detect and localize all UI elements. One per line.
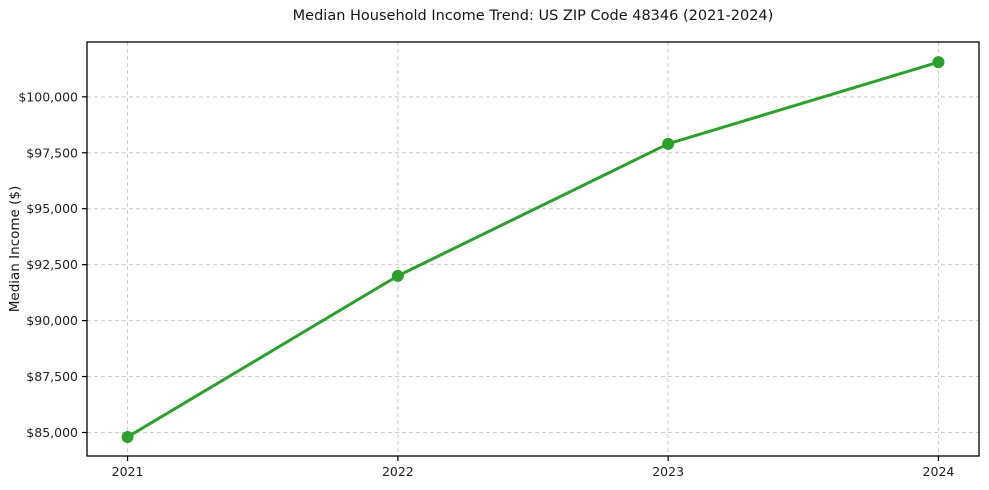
chart-title: Median Household Income Trend: US ZIP Co… xyxy=(292,8,774,24)
data-point xyxy=(391,269,404,282)
y-tick-label: $100,000 xyxy=(18,89,78,104)
y-tick-label: $87,500 xyxy=(26,369,78,384)
y-tick-label: $97,500 xyxy=(26,145,78,160)
data-point xyxy=(121,430,134,443)
x-tick-label: 2023 xyxy=(652,464,684,479)
y-tick-label: $95,000 xyxy=(26,201,78,216)
data-point xyxy=(662,137,675,150)
plot-border xyxy=(86,41,980,457)
data-point xyxy=(932,56,945,69)
y-tick-label: $92,500 xyxy=(26,257,78,272)
y-tick-label: $85,000 xyxy=(26,425,78,440)
y-tick-label: $90,000 xyxy=(26,313,78,328)
x-tick-label: 2021 xyxy=(112,464,144,479)
trend-line xyxy=(126,60,940,439)
x-tick-label: 2024 xyxy=(923,464,955,479)
x-tick-label: 2022 xyxy=(382,464,414,479)
y-axis-label: Median Income ($) xyxy=(7,185,23,313)
